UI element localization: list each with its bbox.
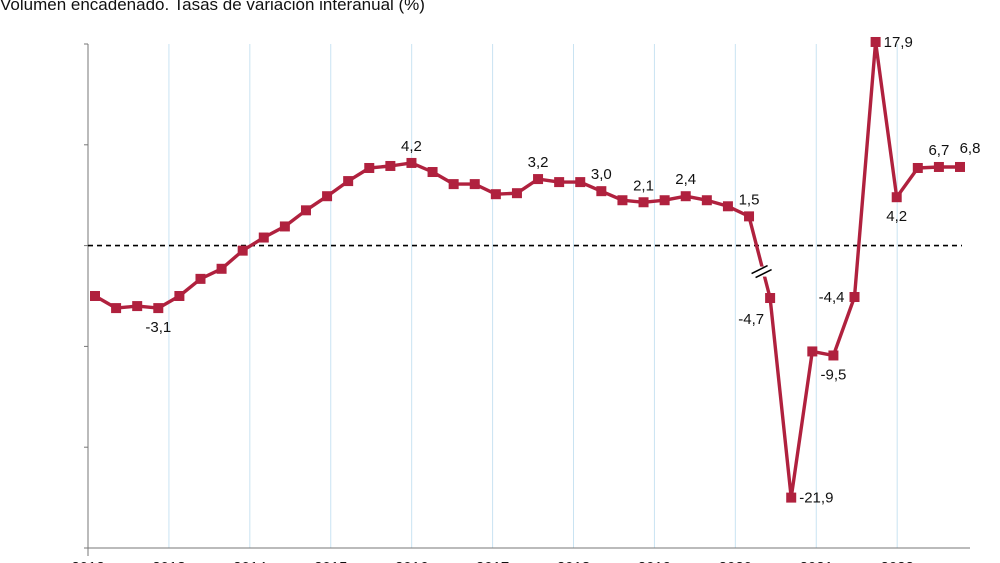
data-label: 3,2 [528, 154, 549, 171]
data-label: 3,0 [591, 166, 612, 183]
data-point-27 [659, 195, 670, 206]
data-point-32 [765, 293, 776, 304]
axis-break-bg [751, 266, 772, 277]
x-tick-label-2013: 2013 [152, 559, 185, 563]
data-point-37 [870, 36, 881, 47]
data-point-35 [828, 350, 839, 361]
data-point-18 [469, 179, 480, 190]
data-point-31 [744, 211, 755, 222]
chart-subtitle: Volumen encadenado. Tasas de variación i… [0, 0, 425, 14]
data-point-2 [132, 301, 143, 312]
x-tick-label-2020: 2020 [719, 559, 752, 563]
data-label: -3,1 [145, 319, 171, 336]
data-point-5 [195, 273, 206, 284]
x-tick-label-2015: 2015 [314, 559, 347, 563]
data-label: 4,2 [886, 208, 907, 225]
data-point-16 [427, 167, 438, 178]
axis-break-mark [755, 268, 772, 279]
data-point-34 [807, 346, 818, 357]
data-label: 6,7 [928, 142, 949, 159]
data-point-39 [912, 162, 923, 173]
x-tick-label-2019: 2019 [638, 559, 671, 563]
data-point-0 [90, 291, 100, 301]
data-point-10 [300, 205, 311, 216]
data-point-6 [216, 263, 227, 274]
data-point-29 [701, 195, 712, 206]
x-tick-label-2021: 2021 [800, 559, 833, 563]
x-tick-label-2014: 2014 [233, 559, 266, 563]
data-point-17 [448, 179, 459, 190]
x-tick-label-2018: 2018 [557, 559, 590, 563]
data-label: 1,5 [739, 191, 760, 208]
data-point-41 [955, 161, 965, 172]
data-point-28 [680, 191, 691, 202]
data-label: 2,4 [675, 171, 696, 188]
data-point-38 [891, 192, 902, 203]
data-label: -4,4 [819, 289, 845, 306]
data-point-12 [343, 176, 354, 187]
data-point-40 [933, 161, 944, 172]
data-point-3 [153, 303, 164, 314]
data-label: -4,7 [738, 311, 764, 328]
data-point-23 [575, 177, 586, 188]
data-point-8 [258, 232, 269, 243]
data-point-36 [849, 292, 860, 303]
data-label: 6,8 [960, 140, 981, 157]
data-point-4 [174, 291, 185, 301]
data-point-22 [554, 177, 565, 188]
data-point-26 [638, 197, 649, 208]
data-point-9 [279, 221, 290, 232]
data-point-33 [786, 492, 797, 503]
data-label: 2,1 [633, 177, 654, 194]
data-point-21 [533, 174, 544, 185]
x-tick-label-2022: 2022 [880, 559, 913, 563]
data-point-19 [490, 189, 501, 200]
data-point-20 [511, 188, 522, 199]
data-label: 4,2 [401, 138, 422, 155]
data-point-30 [722, 201, 733, 212]
axis-break-mark [751, 264, 768, 275]
data-point-15 [406, 157, 417, 168]
data-point-1 [111, 303, 122, 314]
x-tick-label-2017: 2017 [476, 559, 509, 563]
x-tick-label-2012: 2012 [71, 559, 104, 563]
data-label: 17,9 [884, 34, 913, 51]
data-point-11 [322, 191, 333, 202]
data-point-7 [237, 245, 248, 256]
data-label: -9,5 [820, 366, 846, 383]
data-point-24 [596, 186, 607, 197]
data-point-14 [385, 160, 396, 171]
data-label: -21,9 [799, 490, 833, 507]
x-tick-label-2016: 2016 [395, 559, 428, 563]
data-point-25 [617, 195, 628, 206]
data-point-13 [364, 162, 375, 173]
